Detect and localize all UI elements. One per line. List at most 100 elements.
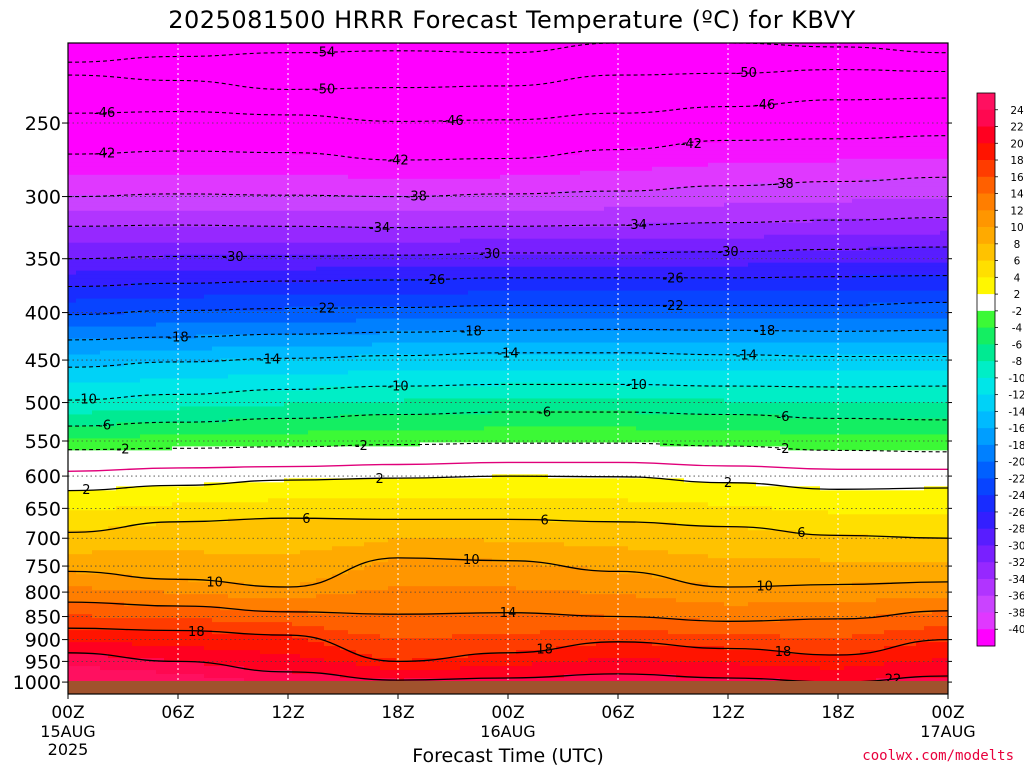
temperature-cell xyxy=(132,498,141,503)
temperature-cell xyxy=(156,346,165,352)
temperature-cell xyxy=(84,138,93,144)
temperature-cell xyxy=(204,574,213,579)
temperature-cell xyxy=(84,366,93,372)
temperature-cell xyxy=(116,398,125,404)
temperature-cell xyxy=(76,186,85,192)
temperature-cell xyxy=(140,546,149,551)
temperature-cell xyxy=(188,118,197,124)
temperature-cell xyxy=(300,102,309,108)
temperature-cell xyxy=(204,54,213,60)
temperature-cell xyxy=(228,502,237,507)
temperature-cell xyxy=(124,626,133,631)
temperature-cell xyxy=(188,222,197,228)
temperature-cell xyxy=(308,370,317,376)
temperature-cell xyxy=(172,134,181,140)
temperature-cell xyxy=(308,386,317,392)
temperature-cell xyxy=(180,114,189,120)
temperature-cell xyxy=(116,458,125,463)
temperature-cell xyxy=(300,354,309,360)
temperature-cell xyxy=(292,518,301,523)
temperature-cell xyxy=(244,526,253,531)
temperature-cell xyxy=(116,262,125,268)
temperature-cell xyxy=(308,118,317,124)
temperature-cell xyxy=(292,178,301,184)
temperature-cell xyxy=(188,622,197,627)
temperature-cell xyxy=(148,330,157,336)
temperature-cell xyxy=(204,458,213,463)
temperature-cell xyxy=(284,142,293,148)
temperature-cell xyxy=(92,654,101,659)
temperature-cell xyxy=(84,642,93,647)
temperature-cell xyxy=(76,238,85,244)
temperature-cell xyxy=(228,150,237,156)
temperature-cell xyxy=(148,314,157,320)
temperature-cell xyxy=(132,230,141,236)
temperature-cell xyxy=(76,334,85,340)
temperature-cell xyxy=(116,478,125,483)
temperature-cell xyxy=(236,534,245,539)
temperature-cell xyxy=(252,522,261,527)
temperature-cell xyxy=(180,546,189,551)
temperature-cell xyxy=(244,662,253,667)
temperature-cell xyxy=(100,418,109,424)
temperature-cell xyxy=(268,390,277,396)
temperature-cell xyxy=(284,118,293,124)
temperature-cell xyxy=(148,378,157,384)
temperature-cell xyxy=(84,574,93,579)
temperature-cell xyxy=(148,354,157,360)
temperature-cell xyxy=(260,378,269,384)
temperature-cell xyxy=(220,86,229,92)
temperature-cell xyxy=(252,654,261,659)
temperature-cell xyxy=(100,470,109,475)
temperature-cell xyxy=(164,218,173,224)
temperature-cell xyxy=(228,546,237,551)
temperature-cell xyxy=(156,154,165,160)
temperature-cell xyxy=(164,390,173,396)
temperature-cell xyxy=(92,70,101,76)
temperature-cell xyxy=(148,126,157,132)
temperature-cell xyxy=(148,366,157,372)
temperature-cell xyxy=(236,74,245,80)
temperature-cell xyxy=(300,134,309,140)
temperature-cell xyxy=(300,642,309,647)
temperature-cell xyxy=(92,494,101,499)
temperature-cell xyxy=(196,282,205,288)
temperature-cell xyxy=(196,538,205,543)
temperature-cell xyxy=(252,406,261,412)
temperature-cell xyxy=(172,270,181,276)
temperature-cell xyxy=(220,366,229,372)
temperature-cell xyxy=(68,234,77,240)
temperature-cell xyxy=(76,478,85,483)
temperature-cell xyxy=(180,238,189,244)
temperature-cell xyxy=(76,450,85,455)
temperature-cell xyxy=(180,670,189,675)
temperature-cell xyxy=(284,294,293,300)
temperature-cell xyxy=(244,654,253,659)
temperature-cell xyxy=(204,510,213,515)
temperature-cell xyxy=(132,534,141,539)
temperature-cell xyxy=(236,266,245,272)
temperature-cell xyxy=(100,342,109,348)
temperature-cell xyxy=(140,106,149,112)
temperature-cell xyxy=(212,106,221,112)
temperature-cell xyxy=(156,210,165,216)
temperature-cell xyxy=(268,74,277,80)
temperature-cell xyxy=(172,382,181,388)
temperature-cell xyxy=(156,622,165,627)
temperature-cell xyxy=(76,90,85,96)
temperature-cell xyxy=(164,246,173,252)
temperature-cell xyxy=(260,206,269,212)
temperature-cell xyxy=(220,306,229,312)
temperature-cell xyxy=(204,134,213,140)
temperature-cell xyxy=(260,574,269,579)
temperature-cell xyxy=(212,370,221,376)
temperature-cell xyxy=(108,494,117,499)
temperature-cell xyxy=(84,254,93,260)
temperature-cell xyxy=(300,454,309,459)
temperature-cell xyxy=(92,190,101,196)
temperature-cell xyxy=(92,362,101,368)
temperature-cell xyxy=(116,202,125,208)
temperature-cell xyxy=(140,506,149,511)
temperature-cell xyxy=(84,582,93,587)
temperature-cell xyxy=(84,154,93,160)
